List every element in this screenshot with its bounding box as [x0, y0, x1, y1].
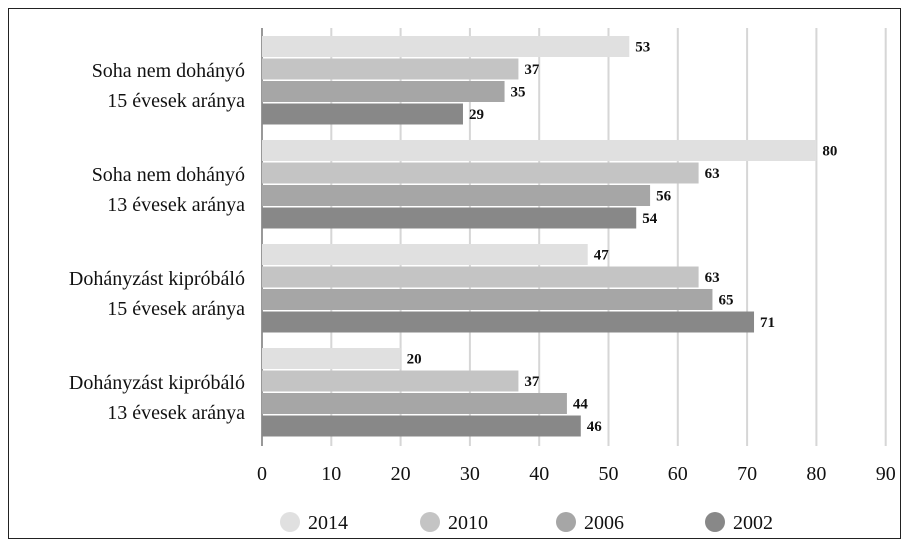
- data-label: 71: [760, 315, 775, 331]
- data-label: 20: [407, 352, 422, 368]
- bar-2010: [262, 162, 699, 184]
- category-label-line2: 15 évesek aránya: [107, 90, 245, 112]
- bar-2006: [262, 185, 651, 206]
- legend: 2014 2010 2006 2002: [280, 512, 773, 534]
- data-label: 56: [656, 189, 672, 205]
- bars: [262, 36, 817, 437]
- bar-2010: [262, 58, 519, 80]
- bar-2002: [262, 311, 755, 333]
- data-label: 63: [705, 270, 720, 286]
- x-tick-label: 20: [391, 463, 411, 485]
- legend-marker-2002: [705, 512, 725, 532]
- labels: 0 10 20 30 40 50 60 70 80 90 53 37 35 29 Soha nem dohá…: [69, 40, 896, 486]
- x-tick-label: 50: [599, 463, 619, 485]
- bar-2006: [262, 289, 713, 310]
- data-label: 54: [642, 211, 658, 227]
- bar-2002: [262, 415, 581, 437]
- legend-marker-2006: [556, 512, 576, 532]
- bar-2006: [262, 393, 567, 414]
- data-label: 80: [822, 144, 837, 160]
- data-label: 47: [594, 248, 610, 264]
- x-tick-label: 10: [321, 463, 341, 485]
- x-tick-label: 80: [806, 463, 826, 485]
- data-label: 63: [705, 166, 720, 182]
- x-tick-label: 0: [257, 463, 267, 485]
- bar-2006: [262, 81, 505, 102]
- x-tick-label: 60: [668, 463, 688, 485]
- category-label-line2: 13 évesek aránya: [107, 194, 245, 216]
- data-label: 37: [524, 62, 540, 78]
- bar-2002: [262, 207, 637, 229]
- bar-2002: [262, 103, 463, 125]
- x-tick-label: 40: [529, 463, 549, 485]
- bar-2014: [262, 36, 630, 57]
- x-tick-label: 90: [876, 463, 896, 485]
- category-label-line1: Soha nem dohányó: [92, 60, 245, 82]
- bar-2010: [262, 370, 519, 392]
- x-tick-label: 30: [460, 463, 480, 485]
- legend-label: 2010: [448, 512, 488, 534]
- data-label: 46: [587, 419, 603, 435]
- legend-label: 2002: [733, 512, 773, 534]
- data-label: 53: [635, 40, 650, 56]
- data-label: 65: [718, 293, 733, 309]
- bar-2010: [262, 266, 699, 288]
- category-label-line1: Dohányzást kipróbáló: [69, 268, 245, 290]
- bar-2014: [262, 140, 817, 161]
- data-label: 44: [573, 397, 589, 413]
- legend-marker-2010: [420, 512, 440, 532]
- legend-label: 2006: [584, 512, 624, 534]
- legend-label: 2014: [308, 512, 348, 534]
- bar-2014: [262, 348, 401, 369]
- category-label-line1: Soha nem dohányó: [92, 164, 245, 186]
- bar-2014: [262, 244, 588, 265]
- category-label-line1: Dohányzást kipróbáló: [69, 372, 245, 394]
- legend-marker-2014: [280, 512, 300, 532]
- x-tick-label: 70: [737, 463, 757, 485]
- data-label: 37: [524, 374, 540, 390]
- data-label: 35: [511, 85, 526, 101]
- category-label-line2: 15 évesek aránya: [107, 298, 245, 320]
- data-label: 29: [469, 107, 484, 123]
- category-label-line2: 13 évesek aránya: [107, 402, 245, 424]
